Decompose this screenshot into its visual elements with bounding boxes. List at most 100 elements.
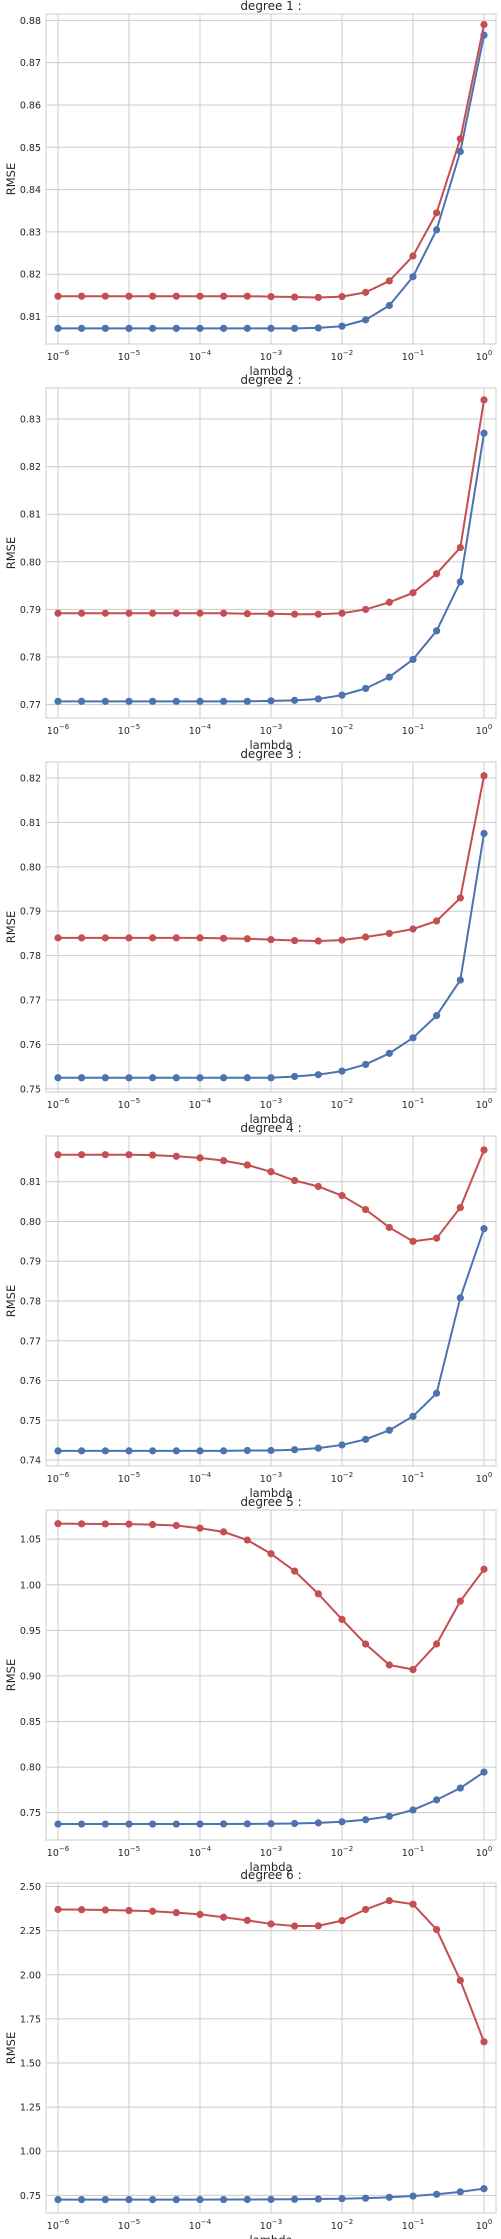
- data-point: [409, 589, 416, 596]
- data-point: [457, 1977, 464, 1984]
- x-tick-label: 100: [476, 1845, 493, 1859]
- data-point: [244, 610, 251, 617]
- data-point: [267, 697, 274, 704]
- y-tick-label: 0.76: [20, 1040, 41, 1051]
- x-tick-label: 10−3: [260, 1471, 282, 1485]
- data-point: [102, 1520, 109, 1527]
- y-tick-label: 2.50: [20, 1882, 41, 1893]
- y-tick-label: 0.80: [20, 862, 41, 873]
- data-point: [196, 1074, 203, 1081]
- y-tick-label: 0.83: [20, 227, 41, 238]
- data-point: [149, 934, 156, 941]
- x-tick-label: 10−2: [331, 1097, 353, 1111]
- y-tick-label: 0.82: [20, 773, 41, 784]
- chart-panel-2: 10−6 10−5 10−4 10−3 10−2 10−1 1000.770.780.790…: [4, 373, 496, 752]
- chart-title: degree 5 :: [240, 1495, 301, 1509]
- x-tick-label: 10−3: [260, 1097, 282, 1111]
- y-tick-label: 0.78: [20, 1297, 41, 1308]
- y-tick-label: 1.50: [20, 2059, 41, 2070]
- data-point: [102, 1820, 109, 1827]
- y-tick-label: 0.85: [20, 1717, 41, 1728]
- data-point: [409, 656, 416, 663]
- x-tick-label: 10−6: [47, 2218, 70, 2232]
- data-point: [362, 1640, 369, 1647]
- data-point: [220, 325, 227, 332]
- y-tick-label: 0.77: [20, 996, 41, 1007]
- data-point: [315, 1071, 322, 1078]
- data-point: [196, 1911, 203, 1918]
- data-point: [291, 1073, 298, 1080]
- data-point: [102, 610, 109, 617]
- data-point: [338, 1068, 345, 1075]
- data-point: [78, 610, 85, 617]
- data-point: [457, 2188, 464, 2195]
- y-tick-label: 0.77: [20, 1336, 41, 1347]
- data-point: [291, 937, 298, 944]
- data-point: [196, 934, 203, 941]
- data-point: [244, 1074, 251, 1081]
- data-point: [267, 610, 274, 617]
- data-point: [78, 1074, 85, 1081]
- data-point: [173, 610, 180, 617]
- data-point: [362, 1436, 369, 1443]
- data-point: [338, 1441, 345, 1448]
- data-point: [315, 1445, 322, 1452]
- chart-title: degree 4 :: [240, 1121, 301, 1135]
- x-tick-label: 10−5: [118, 2218, 140, 2232]
- data-point: [102, 325, 109, 332]
- data-point: [386, 302, 393, 309]
- x-tick-label: 10−4: [189, 723, 212, 737]
- x-tick-label: 100: [476, 1471, 493, 1485]
- data-point: [244, 935, 251, 942]
- data-point: [480, 772, 487, 779]
- y-tick-label: 0.82: [20, 462, 41, 473]
- y-tick-label: 0.79: [20, 605, 41, 616]
- data-point: [409, 252, 416, 259]
- data-point: [409, 1413, 416, 1420]
- data-point: [125, 1820, 132, 1827]
- data-point: [409, 1901, 416, 1908]
- data-point: [291, 1922, 298, 1929]
- y-axis-label: RMSE: [4, 163, 18, 195]
- data-point: [362, 1206, 369, 1213]
- data-point: [315, 1590, 322, 1597]
- y-axis-label: RMSE: [4, 911, 18, 943]
- data-point: [362, 606, 369, 613]
- y-tick-label: 1.75: [20, 2014, 41, 2025]
- y-tick-label: 0.82: [20, 270, 41, 281]
- data-point: [338, 323, 345, 330]
- x-tick-label: 10−3: [260, 1845, 282, 1859]
- data-point: [196, 1154, 203, 1161]
- data-point: [244, 2196, 251, 2203]
- data-point: [149, 1908, 156, 1915]
- y-tick-label: 0.83: [20, 414, 41, 425]
- x-tick-label: 10−1: [402, 723, 424, 737]
- data-point: [244, 1161, 251, 1168]
- y-tick-label: 0.84: [20, 185, 41, 196]
- data-point: [102, 293, 109, 300]
- data-point: [173, 293, 180, 300]
- x-tick-label: 10−5: [118, 1097, 140, 1111]
- y-tick-label: 0.79: [20, 1257, 41, 1268]
- data-point: [102, 1447, 109, 1454]
- x-tick-label: 10−6: [47, 349, 70, 363]
- data-point: [480, 21, 487, 28]
- data-point: [125, 610, 132, 617]
- x-tick-label: 10−6: [47, 1097, 70, 1111]
- y-tick-label: 0.81: [20, 1177, 41, 1188]
- data-point: [244, 1820, 251, 1827]
- data-point: [267, 1168, 274, 1175]
- data-point: [244, 1447, 251, 1454]
- data-point: [125, 1074, 132, 1081]
- data-point: [457, 1204, 464, 1211]
- x-tick-label: 10−5: [118, 1845, 140, 1859]
- data-point: [362, 933, 369, 940]
- data-point: [457, 976, 464, 983]
- data-point: [173, 2196, 180, 2203]
- data-point: [480, 830, 487, 837]
- x-tick-label: 10−6: [47, 723, 70, 737]
- data-point: [480, 2038, 487, 2045]
- data-point: [220, 610, 227, 617]
- data-point: [362, 1061, 369, 1068]
- data-point: [78, 325, 85, 332]
